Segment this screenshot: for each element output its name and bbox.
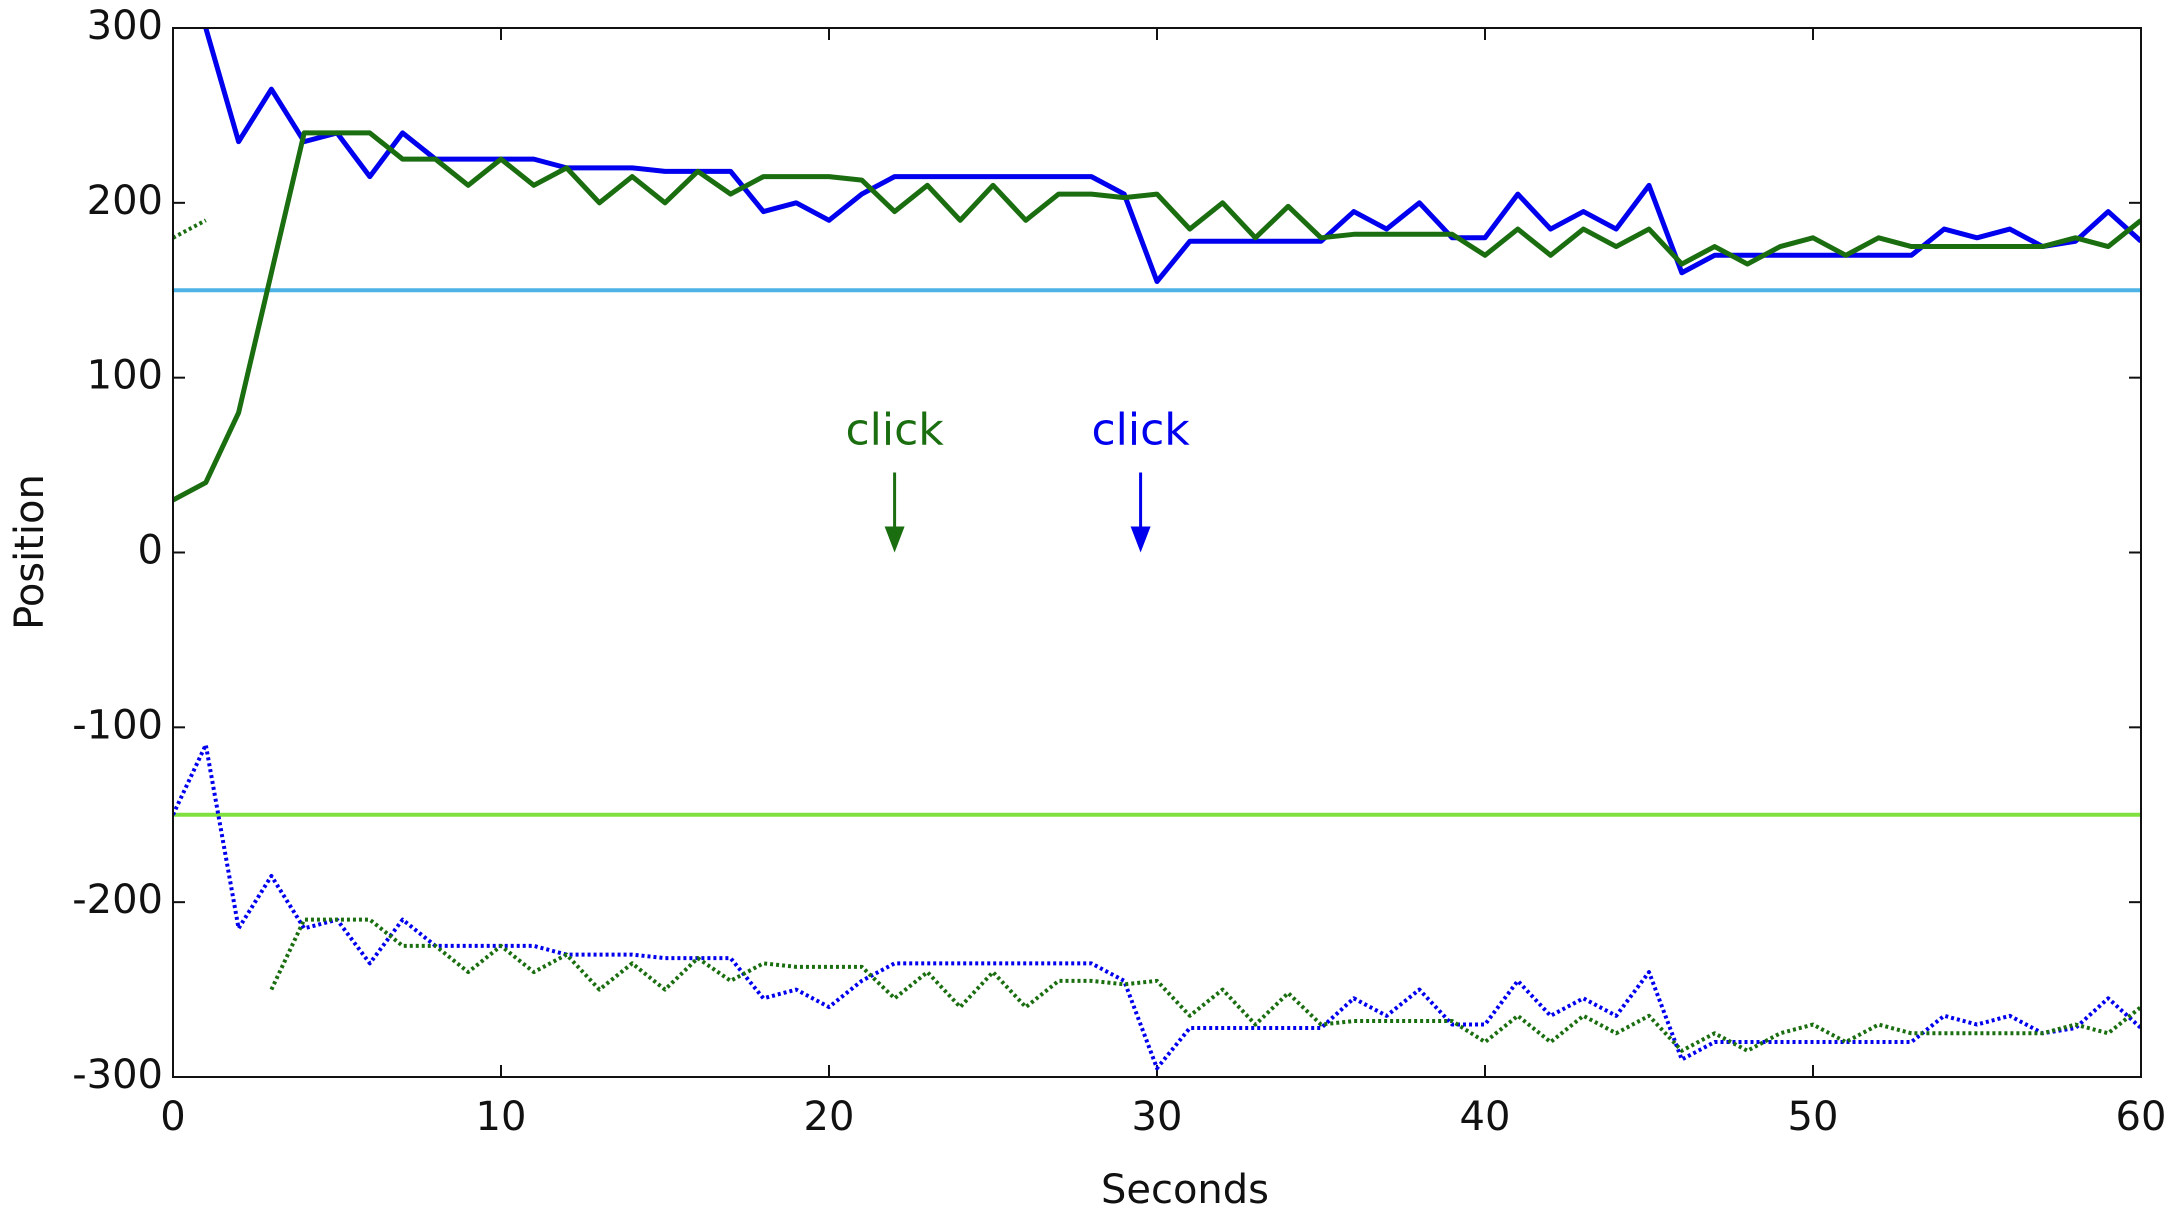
- y-tick-label: -300: [72, 1052, 163, 1098]
- y-tick-label: -200: [72, 877, 163, 923]
- annotation-label: click: [1091, 405, 1190, 456]
- y-tick-label: -100: [72, 702, 163, 748]
- data-line: [173, 742, 2141, 1071]
- x-tick-label: 0: [160, 1094, 185, 1140]
- plot-frame: [172, 27, 2142, 1078]
- x-tick-label: 50: [1788, 1094, 1839, 1140]
- x-tick-label: 30: [1132, 1094, 1183, 1140]
- arrow-head: [884, 526, 905, 553]
- data-line: [173, 130, 2141, 503]
- x-tick-label: 20: [804, 1094, 855, 1140]
- x-tick-label: 40: [1460, 1094, 1511, 1140]
- annotation-label: click: [845, 405, 944, 456]
- y-tick-label: 100: [87, 353, 163, 399]
- y-tick-label: 300: [87, 3, 163, 49]
- x-tick-label: 60: [2116, 1094, 2167, 1140]
- data-line: [202, 28, 2141, 285]
- y-axis-label: Position: [7, 474, 53, 630]
- data-line: [269, 917, 2141, 1053]
- x-axis-label: Seconds: [1101, 1167, 1269, 1213]
- x-tick-label: 10: [476, 1094, 527, 1140]
- arrow-head: [1130, 526, 1151, 553]
- y-tick-label: 200: [87, 178, 163, 224]
- data-line: [173, 218, 207, 240]
- y-tick-label: 0: [138, 528, 163, 574]
